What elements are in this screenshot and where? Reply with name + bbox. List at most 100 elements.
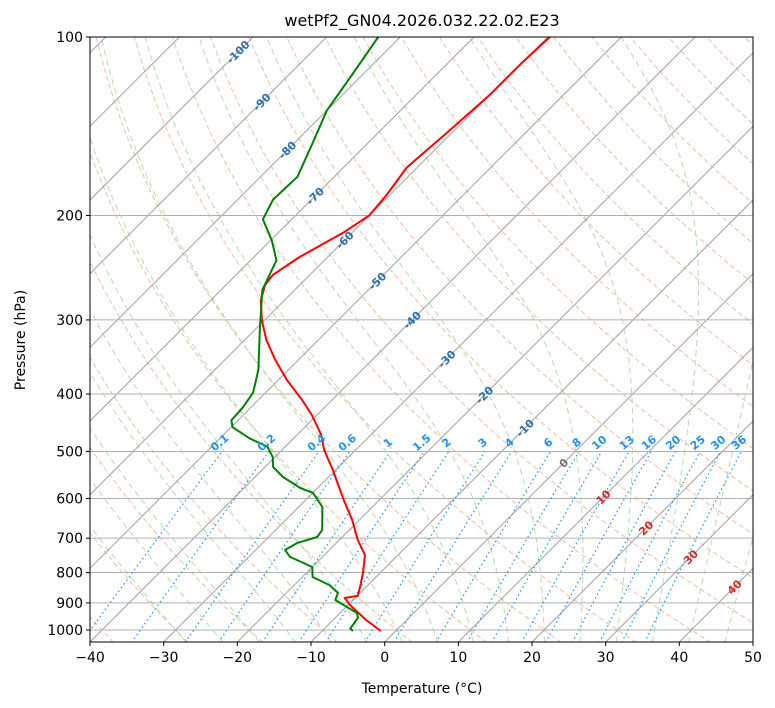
dry-adiabat-line bbox=[324, 37, 753, 492]
dry-adiabat-line bbox=[90, 356, 338, 642]
dry-adiabat-line bbox=[515, 37, 753, 285]
isotherm-line bbox=[604, 493, 753, 642]
x-tick-label: 40 bbox=[670, 650, 688, 666]
dry-adiabat-line bbox=[171, 37, 712, 642]
moist-adiabat-line bbox=[90, 233, 368, 642]
y-tick-label: 600 bbox=[56, 491, 83, 507]
isotherm-line bbox=[162, 51, 753, 642]
isotherm-label: -100 bbox=[224, 38, 253, 67]
isotherm-line bbox=[90, 37, 254, 201]
mixing-ratio-line bbox=[325, 451, 450, 642]
isotherm-line bbox=[90, 37, 696, 642]
dry-adiabat-line bbox=[553, 37, 753, 244]
y-tick-label: 1000 bbox=[47, 623, 83, 639]
isotherm-line bbox=[90, 37, 401, 349]
moist-adiabat-line bbox=[198, 37, 510, 642]
y-tick-label: 900 bbox=[56, 596, 83, 612]
mixing-ratio-line bbox=[598, 451, 701, 642]
y-tick-label: 400 bbox=[56, 387, 83, 403]
mixing-ratio-line bbox=[298, 451, 425, 642]
dry-adiabat-line bbox=[248, 37, 753, 579]
mixing-ratio-label: 25 bbox=[688, 433, 708, 453]
moist-adiabat-line bbox=[90, 477, 224, 642]
x-tick-label: 30 bbox=[597, 650, 615, 666]
dry-adiabat-line bbox=[133, 37, 637, 642]
moist-adiabat-line bbox=[620, 37, 700, 642]
moist-adiabat-line bbox=[144, 37, 474, 642]
moist-adiabat-line bbox=[90, 427, 260, 642]
moist-adiabat-line bbox=[90, 371, 296, 642]
mixing-ratio-label: 1.5 bbox=[410, 432, 433, 454]
isotherm-line bbox=[90, 37, 622, 570]
background-lines bbox=[90, 37, 775, 643]
isotherm-line bbox=[457, 346, 753, 642]
moist-adiabat-line bbox=[90, 308, 332, 642]
isotherm-line bbox=[310, 199, 753, 642]
y-tick-label: 100 bbox=[56, 30, 83, 46]
x-tick-label: 50 bbox=[744, 650, 762, 666]
x-axis: −40 −30 −20 −10 0 10 20 30 40 50 bbox=[75, 642, 762, 666]
mixing-ratio-label: 10 bbox=[589, 433, 609, 453]
moist-adiabat-line bbox=[688, 357, 753, 642]
mixing-ratio-line bbox=[571, 451, 677, 642]
x-tick-label: −20 bbox=[223, 650, 253, 666]
mixing-ratio-label: 1 bbox=[381, 435, 395, 450]
dry-adiabat-line bbox=[90, 446, 263, 642]
isotherm-line bbox=[531, 420, 753, 642]
moist-adiabat-line bbox=[266, 37, 545, 642]
y-tick-label: 500 bbox=[56, 444, 83, 460]
mixing-ratio-label: 0.1 bbox=[208, 432, 231, 454]
isotherm-label: -80 bbox=[276, 138, 299, 161]
mixing-ratio-label: 16 bbox=[639, 433, 659, 453]
x-tick-label: −40 bbox=[75, 650, 105, 666]
mixing-ratio-line bbox=[621, 451, 722, 642]
mixing-ratio-line bbox=[435, 451, 552, 642]
mixing-ratio-label: 0.6 bbox=[336, 431, 360, 454]
moist-adiabat-line bbox=[762, 37, 775, 643]
moist-adiabat-line bbox=[353, 37, 584, 642]
x-tick-label: −10 bbox=[296, 650, 326, 666]
x-tick-label: 0 bbox=[380, 650, 389, 666]
dry-adiabat-line bbox=[210, 37, 753, 624]
isotherm-line bbox=[383, 272, 753, 642]
y-tick-label: 200 bbox=[56, 209, 83, 225]
x-tick-label: 20 bbox=[523, 650, 541, 666]
dewpoint-profile-line bbox=[230, 37, 380, 632]
dry-adiabat-line bbox=[438, 37, 753, 366]
dry-adiabat-line bbox=[591, 37, 753, 205]
mixing-ratio-label: 13 bbox=[617, 433, 637, 453]
chart-title: wetPf2_GN04.2026.032.22.02.E23 bbox=[284, 11, 559, 31]
mixing-ratio-label: 6 bbox=[541, 435, 555, 450]
dry-adiabat-line bbox=[706, 37, 753, 86]
mixing-ratio-line bbox=[218, 451, 351, 642]
mixing-ratio-line bbox=[184, 451, 320, 642]
dry-adiabat-line bbox=[362, 37, 753, 449]
mixing-ratio-line bbox=[90, 451, 223, 632]
y-tick-label: 300 bbox=[56, 313, 83, 329]
x-tick-label: −30 bbox=[149, 650, 179, 666]
y-axis-label: Pressure (hPa) bbox=[13, 290, 29, 390]
dry-adiabat-line bbox=[90, 532, 189, 642]
mixing-ratio-label: 3 bbox=[476, 435, 490, 450]
mixing-ratio-line bbox=[261, 451, 391, 642]
dry-adiabat-line bbox=[90, 150, 488, 642]
mixing-ratio-label: 0.2 bbox=[255, 432, 278, 454]
temperature-profile-line bbox=[259, 37, 551, 632]
isotherm-line bbox=[90, 37, 475, 422]
isotherm-label: 0 bbox=[557, 456, 572, 471]
isotherm-line bbox=[90, 37, 328, 275]
profile-series bbox=[230, 37, 551, 632]
plot-frame bbox=[89, 36, 754, 643]
moist-adiabat-line bbox=[90, 525, 187, 642]
mixing-ratio-label: 30 bbox=[708, 433, 728, 453]
dry-adiabat-line bbox=[400, 37, 753, 408]
mixing-ratio-line bbox=[364, 451, 486, 642]
dry-adiabat-line bbox=[90, 260, 413, 642]
isotherm-line bbox=[752, 641, 753, 642]
x-tick-label: 10 bbox=[449, 650, 467, 666]
mixing-ratio-line bbox=[644, 451, 742, 642]
dry-adiabat-line bbox=[668, 37, 753, 126]
mixing-ratio-label: 20 bbox=[663, 433, 683, 453]
y-axis: 100 200 300 400 500 600 700 800 900 1000 bbox=[47, 30, 90, 639]
